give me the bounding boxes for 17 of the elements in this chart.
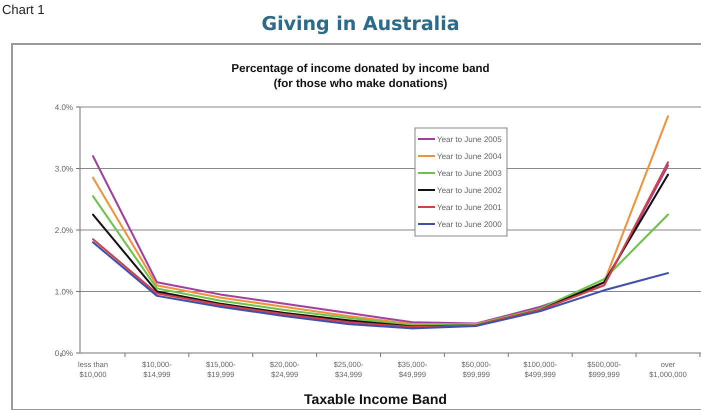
legend-label: Year to June 2003 <box>437 168 502 178</box>
y-tick-label: 2.0% <box>54 226 73 235</box>
line-series <box>92 115 669 326</box>
y-tick-label: 4.0% <box>54 102 73 112</box>
legend-label: Year to June 2000 <box>437 220 502 229</box>
y-tick-label: 1.0% <box>54 287 73 296</box>
caption: Chart 1 <box>2 2 45 17</box>
y-tick-label: 0.0% <box>54 348 73 358</box>
y-tick-label: 3.0% <box>54 164 73 174</box>
legend-label: Year to June 2005 <box>437 134 502 144</box>
legend-label: Year to June 2002 <box>437 186 502 195</box>
x-axis-title: Taxable Income Band <box>304 391 447 407</box>
chart-title: Giving in Australia <box>261 13 460 35</box>
legend-label: Year to June 2004 <box>437 152 502 161</box>
line-series <box>92 241 669 330</box>
chart-subtitle: Percentage of income donated by income band (for those who make donations) <box>231 63 490 90</box>
legend-label: Year to June 2001 <box>437 202 502 212</box>
